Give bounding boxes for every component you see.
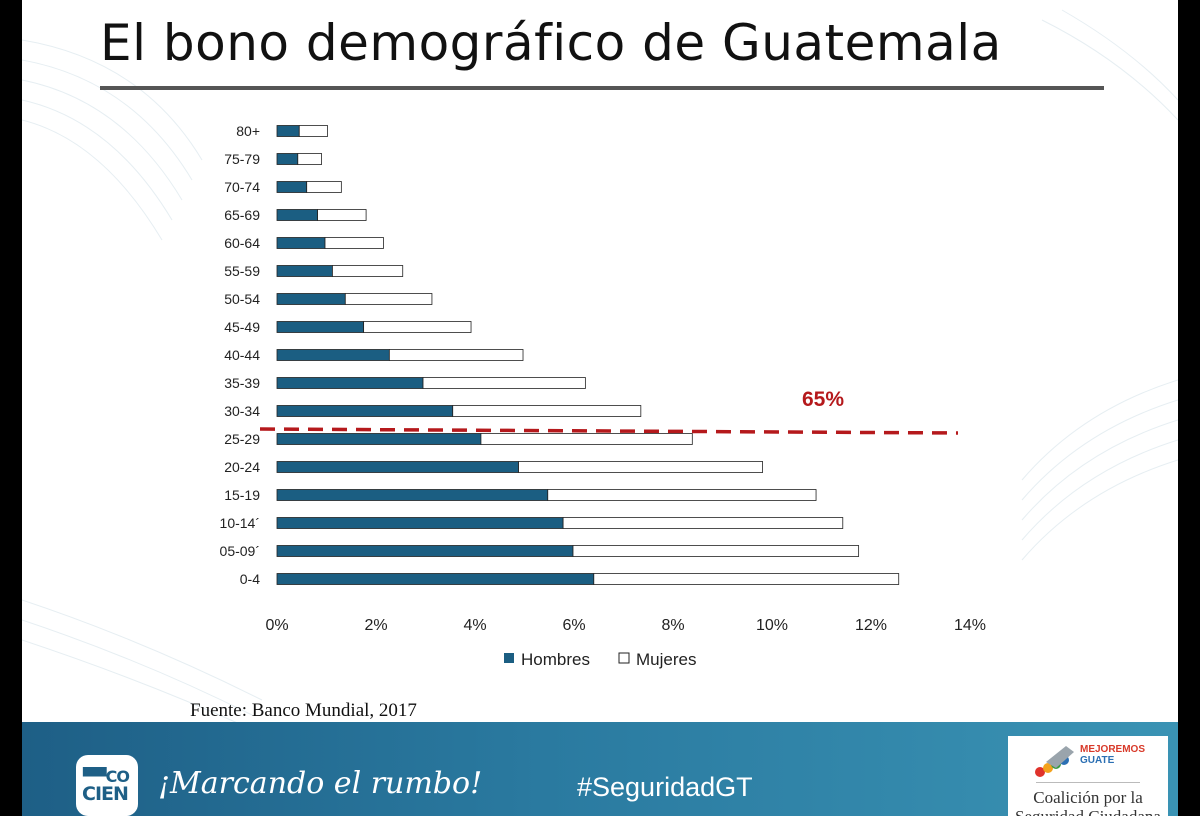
slide-title: El bono demográfico de Guatemala [100, 14, 1002, 72]
y-tick-label: 55-59 [224, 263, 260, 279]
bar-mujeres [297, 153, 322, 165]
x-tick-label: 4% [463, 617, 486, 634]
bar-hombres [276, 209, 318, 221]
partner-brand-line2: GUATE [1080, 755, 1115, 766]
y-tick-label: 30-34 [224, 403, 260, 419]
y-tick-label: 60-64 [224, 235, 260, 251]
y-tick-label: 10-14´ [220, 515, 260, 531]
y-tick-label: 05-09´ [220, 543, 260, 559]
bar-mujeres [572, 545, 860, 557]
source-note: Fuente: Banco Mundial, 2017 [190, 700, 417, 721]
y-tick-label: 50-54 [224, 291, 260, 307]
partner-logo: MEJOREMOS GUATE Coalición por la Segurid… [1008, 736, 1168, 816]
bar-mujeres [593, 573, 900, 585]
partner-brand: MEJOREMOS GUATE [1080, 744, 1145, 766]
bar-hombres [276, 237, 326, 249]
bar-hombres [276, 433, 482, 445]
bar-mujeres [452, 405, 642, 417]
bar-mujeres [547, 489, 817, 501]
annotation-dashed-line [259, 427, 959, 435]
y-tick-label: 0-4 [240, 571, 260, 587]
population-pyramid-chart: 80+ 75-79 70-74 65-69 60-64 55-59 50-54 45-49 40… [220, 118, 986, 669]
partner-name-line2: Seguridad Ciudadana [1008, 807, 1168, 816]
bar-mujeres [518, 461, 763, 473]
legend-swatch-mujeres [618, 652, 630, 664]
cien-logo: ▀▀CO CIEN [76, 755, 138, 816]
x-tick-label: 12% [855, 617, 887, 634]
bar-hombres [276, 405, 454, 417]
x-tick-label: 0% [265, 617, 288, 634]
hands-icon [1035, 746, 1074, 777]
y-axis-labels: 80+ 75-79 70-74 65-69 60-64 55-59 50-54 45-49 40… [220, 123, 261, 587]
y-tick-label: 20-24 [224, 459, 260, 475]
bar-mujeres [344, 293, 433, 305]
partner-name: Coalición por la Seguridad Ciudadana [1008, 788, 1168, 816]
x-tick-label: 10% [756, 617, 788, 634]
legend-label-mujeres: Mujeres [636, 650, 696, 669]
bar-hombres [276, 153, 299, 165]
bar-hombres [276, 265, 333, 277]
bar-mujeres [306, 181, 342, 193]
y-tick-label: 15-19 [224, 487, 260, 503]
bar-hombres [276, 181, 308, 193]
bar-hombres [276, 293, 346, 305]
bar-hombres [276, 461, 519, 473]
hashtag: #SeguridadGT [577, 772, 753, 802]
x-tick-label: 6% [562, 617, 585, 634]
legend-swatch-hombres [504, 653, 514, 663]
title-underline [100, 86, 1104, 90]
bar-mujeres [324, 237, 384, 249]
x-axis-labels: 0% 2% 4% 6% 8% 10% 12% 14% [265, 617, 986, 634]
y-tick-label: 75-79 [224, 151, 260, 167]
slogan: ¡Marcando el rumbo! [158, 766, 483, 801]
bar-mujeres [480, 433, 693, 445]
y-tick-label: 45-49 [224, 319, 260, 335]
bar-hombres [276, 321, 365, 333]
bar-mujeres [562, 517, 844, 529]
partner-brand-line1: MEJOREMOS [1080, 744, 1146, 755]
partner-divider [1036, 782, 1140, 783]
bar-hombres [276, 349, 390, 361]
y-tick-label: 80+ [236, 123, 260, 139]
bar-mujeres [332, 265, 404, 277]
y-tick-label: 65-69 [224, 207, 260, 223]
x-tick-label: 8% [661, 617, 684, 634]
bar-hombres [276, 489, 549, 501]
legend-label-hombres: Hombres [521, 650, 590, 669]
slide: El bono demográfico de Guatemala 80+ 75-7… [22, 0, 1178, 816]
bar-hombres [276, 377, 424, 389]
bar-hombres [276, 573, 595, 585]
y-tick-label: 25-29 [224, 431, 260, 447]
footer-banner: ▀▀CO CIEN ¡Marcando el rumbo! #Seguridad… [22, 722, 1178, 816]
bar-mujeres [388, 349, 524, 361]
bars [276, 125, 900, 585]
bar-mujeres [298, 125, 328, 137]
bar-mujeres [363, 321, 472, 333]
logo-bottom-text: CIEN [82, 783, 129, 805]
bar-mujeres [317, 209, 367, 221]
bar-hombres [276, 517, 564, 529]
bar-mujeres [422, 377, 586, 389]
logo-top-text: ▀▀CO [83, 767, 130, 786]
x-tick-label: 14% [954, 617, 986, 634]
y-tick-label: 70-74 [224, 179, 260, 195]
bar-hombres [276, 545, 574, 557]
y-tick-label: 40-44 [224, 347, 260, 363]
annotation-label: 65% [802, 388, 844, 411]
x-tick-label: 2% [364, 617, 387, 634]
partner-name-line1: Coalición por la [1033, 788, 1143, 807]
legend: Hombres Mujeres [504, 650, 696, 669]
bar-hombres [276, 125, 300, 137]
y-tick-label: 35-39 [224, 375, 260, 391]
